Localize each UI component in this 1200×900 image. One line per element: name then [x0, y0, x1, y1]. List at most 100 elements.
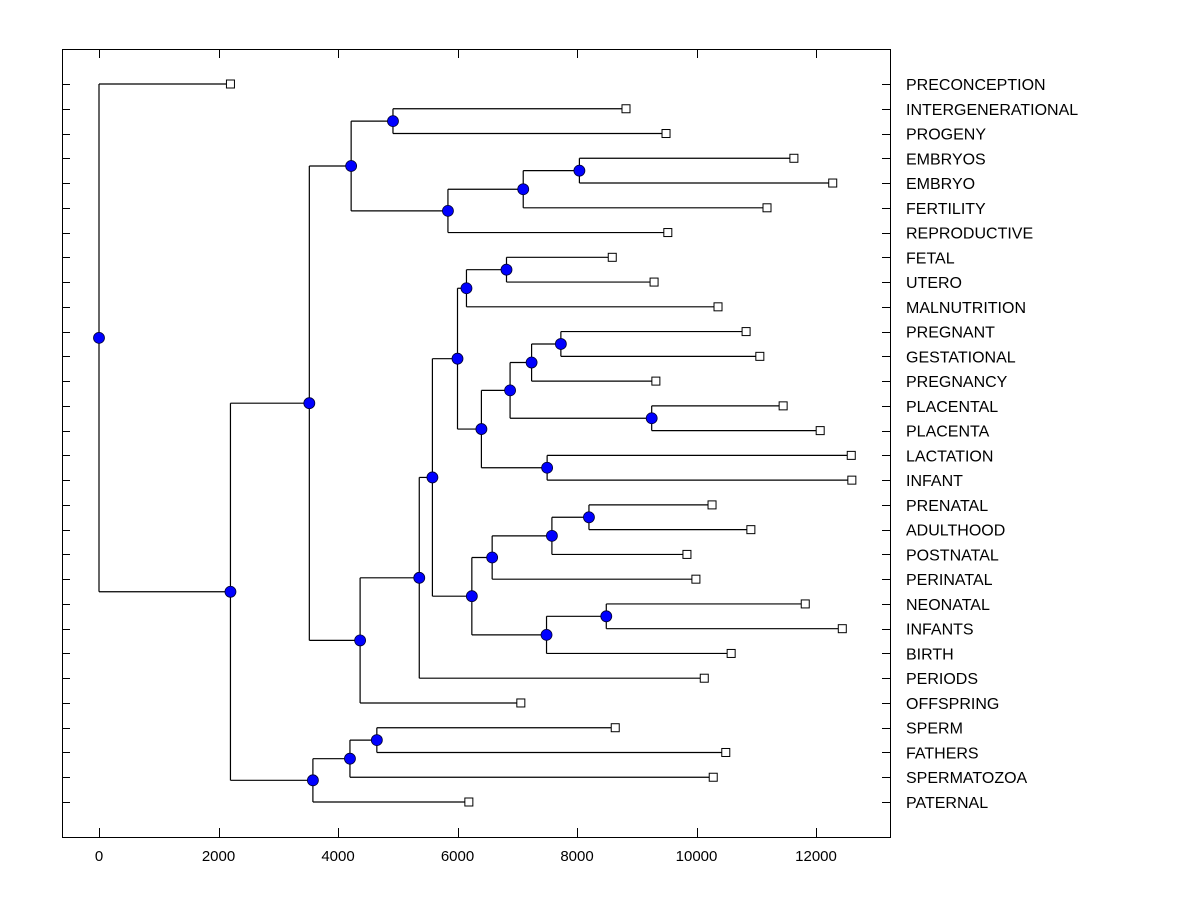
x-tick-label: 2000: [202, 848, 235, 865]
leaf-label-infants: INFANTS: [906, 622, 974, 639]
x-tick-label: 10000: [676, 848, 718, 865]
leaf-label-sperm: SPERM: [906, 721, 963, 738]
leaf-label-fathers: FATHERS: [906, 745, 979, 762]
leaf-node-marker-prenatal: [707, 500, 717, 510]
leaf-label-offspring: OFFSPRING: [906, 696, 999, 713]
leaf-label-neonatal: NEONATAL: [906, 597, 990, 614]
leaf-node-marker-intergenerational: [621, 104, 631, 114]
internal-node-marker: [387, 115, 399, 128]
leaf-node-marker-postnatal: [682, 549, 692, 559]
x-axis-tick-labels: 0 2000 4000 6000 8000 10000 12000: [95, 848, 837, 865]
leaf-node-marker-placenta: [815, 426, 825, 436]
leaf-label-pregnancy: PREGNANCY: [906, 374, 1008, 391]
leaf-node-marker-periods: [699, 673, 709, 683]
leaf-node-marker-gestational: [755, 351, 765, 361]
leaf-label-adulthood: ADULTHOOD: [906, 523, 1005, 540]
leaf-node-marker-spermatozoa: [708, 772, 718, 782]
x-tick-label: 8000: [560, 848, 593, 865]
leaf-label-placental: PLACENTAL: [906, 399, 998, 416]
leaf-label-malnutrition: MALNUTRITION: [906, 300, 1026, 317]
x-tick-label: 12000: [795, 848, 837, 865]
leaf-label-periods: PERIODS: [906, 671, 978, 688]
leaf-label-fetal: FETAL: [906, 250, 955, 267]
leaf-node-marker-offspring: [516, 698, 526, 708]
leaf-label-birth: BIRTH: [906, 646, 954, 663]
leaf-label-pregnant: PREGNANT: [906, 325, 995, 342]
leaf-node-marker-infants: [837, 624, 847, 634]
leaf-label-fertility: FERTILITY: [906, 201, 986, 218]
internal-node-marker: [370, 734, 383, 747]
leaf-node-marker-perinatal: [691, 574, 701, 584]
leaf-label-utero: UTERO: [906, 275, 962, 292]
leaf-node-marker-pregnant: [741, 327, 751, 337]
internal-node-marker: [525, 356, 538, 369]
leaf-node-marker-lactation: [846, 450, 856, 460]
internal-node-marker: [303, 397, 316, 410]
internal-node-marker: [413, 571, 426, 584]
leaf-node-marker-preconception: [225, 79, 235, 89]
leaf-node-marker-neonatal: [800, 599, 810, 609]
internal-node-marker: [93, 331, 105, 344]
internal-node-marker: [475, 423, 488, 435]
internal-node-marker: [517, 183, 530, 196]
internal-node-marker: [546, 529, 558, 542]
leaf-node-marker-progeny: [661, 129, 671, 139]
axis-ticks: [62, 49, 890, 837]
leaf-label-preconception: PRECONCEPTION: [906, 77, 1046, 94]
internal-node-marker: [583, 511, 595, 524]
internal-node-marker: [460, 282, 473, 295]
internal-node-marker: [451, 352, 464, 365]
leaf-label-infant: INFANT: [906, 473, 963, 490]
leaf-node-marker-malnutrition: [713, 302, 723, 312]
leaf-node-marker-embryo: [828, 178, 838, 188]
internal-node-marker: [307, 774, 319, 787]
leaf-node-marker-birth: [726, 648, 736, 658]
leaf-label-lactation: LACTATION: [906, 448, 993, 465]
internal-node-marker: [645, 412, 658, 425]
internal-node-marker: [500, 263, 513, 276]
leaf-node-marker-reproductive: [663, 228, 673, 238]
x-tick-label: 4000: [321, 848, 354, 865]
internal-node-marker: [224, 585, 237, 598]
leaf-label-spermatozoa: SPERMATOZOA: [906, 770, 1028, 787]
x-tick-label: 6000: [441, 848, 474, 865]
internal-node-marker: [600, 610, 613, 623]
internal-node-marker: [541, 461, 554, 474]
leaf-node-marker-paternal: [464, 797, 474, 807]
leaf-label-paternal: PATERNAL: [906, 795, 988, 812]
leaf-label-prenatal: PRENATAL: [906, 498, 988, 515]
leaf-label-intergenerational: INTERGENERATIONAL: [906, 102, 1078, 119]
leaf-node-marker-fetal: [607, 252, 617, 262]
leaf-label-gestational: GESTATIONAL: [906, 349, 1016, 366]
tree-nodes: [93, 79, 857, 807]
internal-node-marker: [540, 628, 553, 641]
leaf-node-marker-embryos: [789, 153, 799, 163]
leaf-node-marker-placental: [778, 401, 788, 411]
leaf-node-marker-pregnancy: [651, 376, 661, 386]
internal-node-marker: [465, 590, 478, 603]
internal-node-marker: [504, 384, 516, 397]
internal-node-marker: [573, 164, 586, 177]
plot-frame: [62, 49, 891, 838]
leaf-node-marker-adulthood: [746, 525, 756, 535]
leaf-node-marker-infant: [847, 475, 857, 485]
x-tick-label: 0: [95, 848, 103, 865]
leaf-node-marker-fathers: [721, 747, 731, 757]
leaf-label-placenta: PLACENTA: [906, 424, 990, 441]
leaf-label-progeny: PROGENY: [906, 127, 986, 144]
leaf-node-marker-sperm: [610, 723, 620, 733]
internal-node-marker: [442, 204, 454, 217]
internal-node-marker: [486, 551, 499, 564]
internal-node-marker: [345, 160, 358, 172]
leaf-label-embryos: EMBRYOS: [906, 151, 986, 168]
leaf-label-postnatal: POSTNATAL: [906, 547, 999, 564]
internal-node-marker: [554, 338, 567, 350]
leaf-label-embryo: EMBRYO: [906, 176, 975, 193]
tree-edges: [98, 83, 852, 803]
leaf-node-marker-fertility: [762, 203, 772, 213]
leaf-node-marker-utero: [649, 277, 659, 287]
internal-node-marker: [344, 752, 356, 765]
leaf-labels: PRECONCEPTION INTERGENERATIONAL PROGENY EMB…: [906, 77, 1078, 812]
leaf-label-reproductive: REPRODUCTIVE: [906, 226, 1033, 243]
